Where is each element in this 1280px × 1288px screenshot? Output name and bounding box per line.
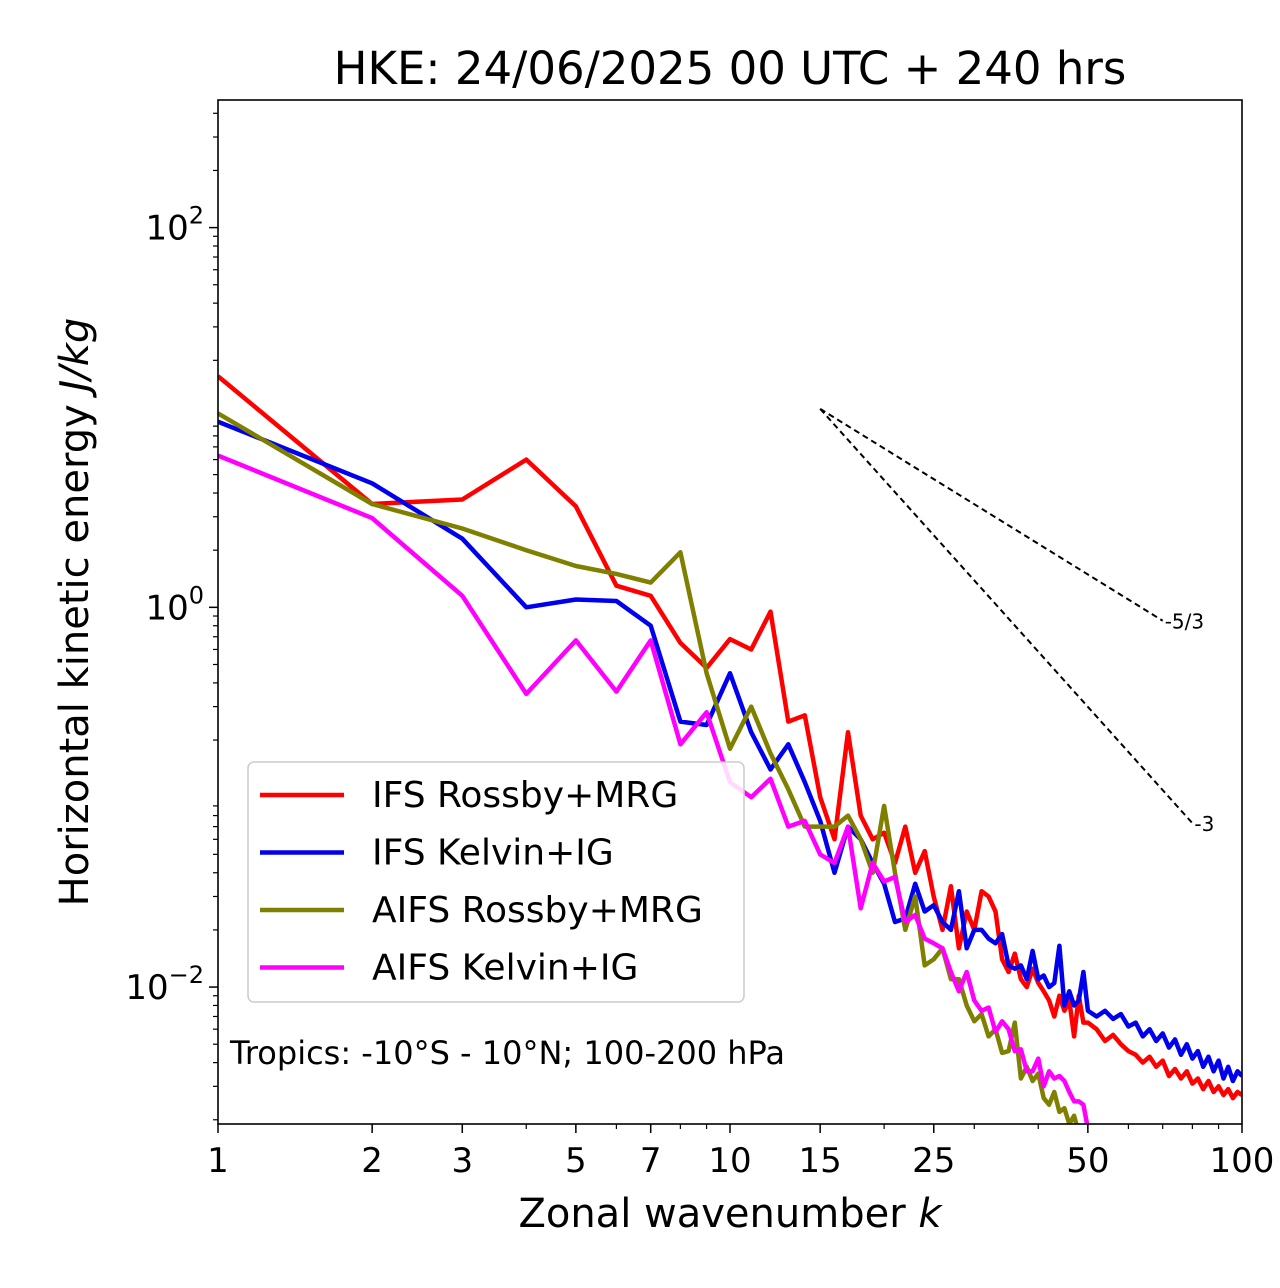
- reference-line-minus-5-3: [819, 408, 1164, 622]
- x-tick-label: 1: [207, 1141, 229, 1181]
- x-axis-label: Zonal wavenumber k: [518, 1191, 943, 1237]
- series-ifs-rossby-mrg: [218, 374, 1242, 1101]
- y-axis-label: Horizontal kinetic energy J/kg: [52, 318, 98, 907]
- x-axis: 1 2 3 5 7 10 15 25 50 100: [207, 1124, 1274, 1181]
- reference-line-label: -5/3: [1165, 610, 1204, 634]
- x-axis-label-text: Zonal wavenumber: [518, 1191, 906, 1237]
- reference-line-label: -3: [1194, 812, 1214, 836]
- x-axis-label-variable: k: [918, 1191, 943, 1237]
- y-tick-label: 100: [145, 581, 204, 628]
- y-tick-base: 10: [145, 588, 188, 628]
- x-tick-label: 10: [708, 1141, 751, 1181]
- y-tick-label: 10−2: [125, 961, 204, 1008]
- y-axis-label-text: Horizontal kinetic energy: [52, 404, 98, 906]
- chart-title: HKE: 24/06/2025 00 UTC + 240 hrs: [334, 42, 1127, 95]
- x-tick-label: 3: [451, 1141, 473, 1181]
- x-tick-label: 7: [640, 1141, 662, 1181]
- region-annotation: Tropics: -10°S - 10°N; 100-200 hPa: [229, 1034, 785, 1072]
- series-aifs-rossby-mrg: [218, 411, 1079, 1124]
- reference-slope-lines: -5/3 -3: [819, 408, 1214, 836]
- legend-box: [247, 761, 745, 1003]
- x-tick-label: 5: [565, 1141, 587, 1181]
- y-tick-exponent: −2: [169, 961, 204, 989]
- y-axis-label-unit: J/kg: [52, 318, 98, 399]
- y-tick-label: 102: [145, 202, 204, 249]
- y-tick-exponent: 2: [189, 202, 204, 230]
- reference-line-minus-3: [819, 408, 1194, 824]
- x-tick-label: 2: [361, 1141, 383, 1181]
- x-tick-label: 50: [1066, 1141, 1109, 1181]
- y-tick-base: 10: [125, 968, 168, 1008]
- series-aifs-kelvin-ig: [218, 453, 1090, 1124]
- y-tick-exponent: 0: [189, 581, 204, 609]
- x-tick-label: 25: [912, 1141, 955, 1181]
- legend-label: IFS Kelvin+IG: [372, 833, 614, 874]
- legend-label: AIFS Rossby+MRG: [372, 890, 703, 931]
- legend-label: IFS Rossby+MRG: [372, 775, 678, 816]
- y-tick-base: 10: [145, 209, 188, 249]
- x-tick-label: 15: [799, 1141, 842, 1181]
- legend: IFS Rossby+MRG IFS Kelvin+IG AIFS Rossby+M…: [247, 761, 745, 1003]
- x-tick-label: 100: [1210, 1141, 1275, 1181]
- data-series: [218, 374, 1242, 1124]
- legend-label: AIFS Kelvin+IG: [372, 948, 638, 989]
- series-ifs-kelvin-ig: [218, 419, 1242, 1084]
